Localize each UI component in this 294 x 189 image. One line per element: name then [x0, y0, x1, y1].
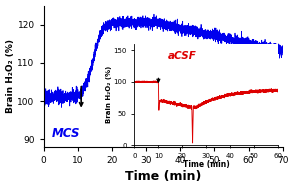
- Y-axis label: Brain H₂O₂ (%): Brain H₂O₂ (%): [6, 39, 15, 113]
- X-axis label: Time (min): Time (min): [125, 170, 201, 184]
- Text: MCS: MCS: [52, 127, 81, 140]
